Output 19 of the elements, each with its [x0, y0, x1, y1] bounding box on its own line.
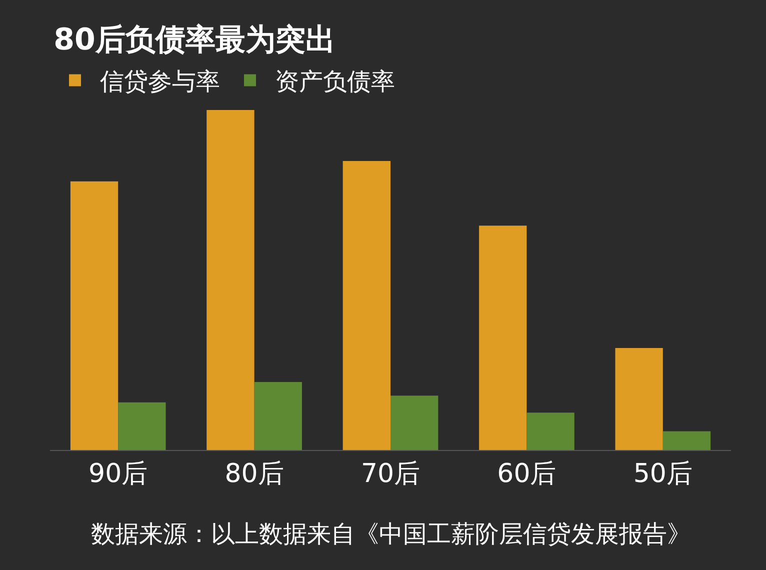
bar: [615, 348, 663, 450]
bar: [254, 382, 302, 450]
chart-title: 80后负债率最为突出: [54, 22, 336, 58]
source-note: 数据来源：以上数据来自《中国工薪阶层信贷发展报告》: [91, 520, 691, 548]
x-tick-label: 80后: [224, 459, 284, 490]
bar: [206, 110, 254, 450]
x-tick-label: 70后: [360, 459, 420, 490]
bar: [70, 181, 118, 450]
bar: [662, 431, 711, 450]
legend-label: 信贷参与率: [100, 68, 220, 96]
x-tick-label: 90后: [88, 459, 148, 490]
bar: [479, 226, 527, 450]
legend-label: 资产负债率: [275, 68, 395, 96]
x-tick-label: 50后: [633, 459, 692, 490]
x-tick-label: 60后: [497, 459, 556, 490]
bar: [342, 161, 390, 450]
bar: [390, 396, 438, 450]
bar: [118, 402, 166, 450]
bar: [526, 412, 574, 450]
